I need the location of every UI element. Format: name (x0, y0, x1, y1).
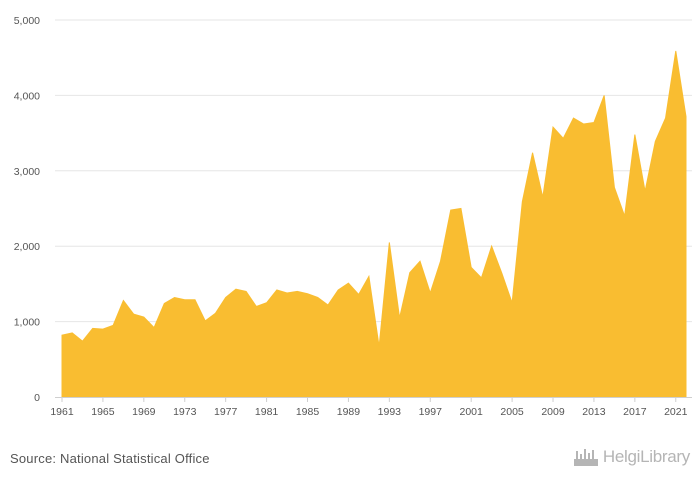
x-tick-label: 2021 (664, 406, 688, 418)
brand-name: HelgiLibrary (602, 447, 690, 466)
factory-icon (573, 449, 598, 466)
area-series (61, 50, 687, 398)
x-tick-label: 1965 (91, 406, 115, 418)
x-tick-label: 2001 (460, 406, 484, 418)
footer: Source: National Statistical Office Helg… (0, 440, 700, 483)
x-axis: 1961 1965 1969 1973 1977 1981 1985 1989 1993 1997… (50, 397, 692, 418)
y-tick-label: 2,000 (14, 241, 40, 253)
x-tick-label: 1973 (173, 406, 197, 418)
y-axis: 0 1,000 2,000 3,000 4,000 5,000 (14, 15, 40, 404)
x-tick-label: 1977 (214, 406, 238, 418)
source-note: Source: National Statistical Office (10, 451, 210, 466)
y-tick-label: 0 (34, 392, 40, 404)
y-tick-label: 1,000 (14, 317, 40, 329)
x-tick-label: 2005 (500, 406, 524, 418)
x-tick-label: 1969 (132, 406, 156, 418)
brand-logo: HelgiLibrary (573, 447, 690, 467)
y-tick-label: 4,000 (14, 90, 40, 102)
x-tick-label: 1981 (255, 406, 279, 418)
x-tick-label: 1989 (337, 406, 361, 418)
x-tick-label: 2013 (582, 406, 606, 418)
x-tick-label: 2017 (623, 406, 647, 418)
y-tick-label: 3,000 (14, 166, 40, 178)
series-area (61, 50, 687, 398)
x-tick-label: 1993 (378, 406, 402, 418)
x-tick-label: 1997 (419, 406, 443, 418)
x-tick-label: 1985 (296, 406, 320, 418)
x-tick-label: 1961 (50, 406, 74, 418)
x-tick-label: 2009 (541, 406, 565, 418)
y-tick-label: 5,000 (14, 15, 40, 27)
